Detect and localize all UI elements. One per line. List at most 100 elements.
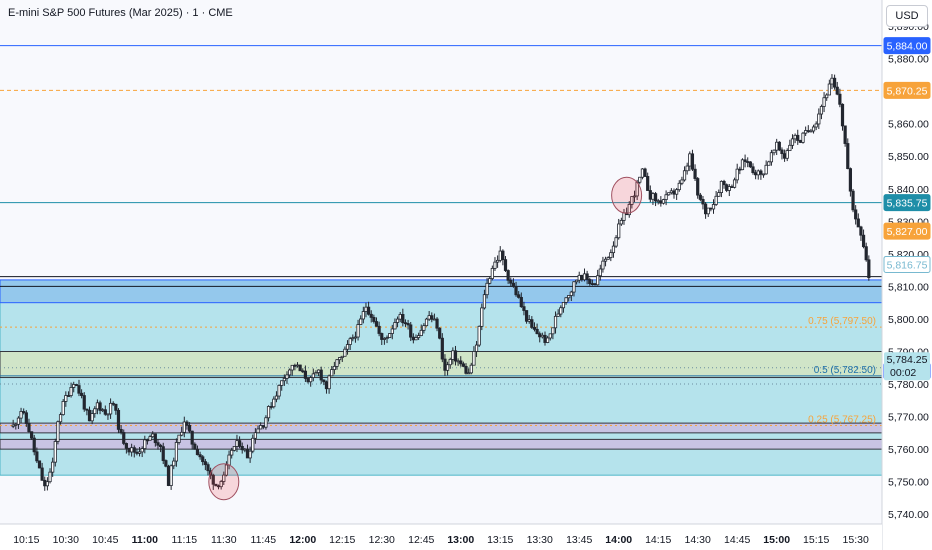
candle [735,163,739,184]
candle-body [601,260,605,270]
fib-label-1: 0.5 (5,782.50) [814,365,876,376]
price-tag-4 [883,255,931,273]
candle-body [348,338,352,345]
candle-body [514,285,518,296]
candle [280,380,284,391]
candle-body [140,448,144,453]
candle-body [830,77,834,85]
candle-body [195,448,200,456]
candle-body [833,77,837,88]
candle-body [364,306,368,312]
candle [177,434,181,445]
candle [327,374,331,394]
candle-body [366,306,371,315]
candle-body [409,324,413,338]
y-tick-label: 5,750.00 [888,477,929,489]
candle-body [111,402,115,405]
candle [332,361,336,375]
candle-body [361,311,365,320]
candle-body [535,328,539,335]
currency-button[interactable]: USD [886,5,928,27]
candle [488,276,492,285]
candle-body [164,460,168,467]
candle [190,430,194,450]
candle [822,92,826,113]
candle-body [203,461,207,466]
candle-body [582,273,587,281]
candle-body [524,310,529,322]
candle [56,420,60,445]
candle-body [569,291,573,296]
candle-body [493,261,497,269]
x-tick-label: 13:00 [447,534,474,546]
candle-body [564,297,568,303]
candle-body [314,372,318,375]
candle [161,442,165,465]
candle [240,442,244,454]
candle [772,149,776,156]
candle-body [511,282,516,287]
candle-body [32,437,36,453]
candle-body [108,402,113,415]
candle-body [851,190,855,211]
candle-body [327,375,331,390]
candle-body [498,250,502,261]
candle [661,198,666,205]
candle [572,281,576,297]
y-tick-label: 5,780.00 [888,379,929,391]
candle [377,321,381,337]
candle [740,158,745,171]
candle-body [561,302,566,309]
candle [788,139,792,152]
candle [627,201,631,218]
candle [814,121,818,131]
candle [116,408,121,434]
candle [748,161,752,169]
candle-body [93,408,97,415]
candle-body [51,461,55,473]
candle [801,131,805,144]
candle-body [490,267,494,279]
candle [477,325,481,347]
candle [524,310,529,324]
candle-body [14,423,18,426]
candle [598,264,602,281]
x-tick-label: 15:15 [803,534,829,546]
candle [274,391,279,403]
candle [440,333,444,363]
fib-label-0: 0.75 (5,797.50) [808,316,876,327]
candle [85,408,89,416]
candle-body [119,429,123,433]
candle [511,278,516,288]
candle [422,323,426,334]
candle-body [266,406,271,419]
candle-body [680,179,684,184]
candle-body [722,180,726,186]
candle-body [372,317,376,322]
candle-body [861,234,866,248]
candle [140,446,144,458]
candle-body [711,204,716,210]
candle-body [840,103,845,127]
candle-body [630,196,634,205]
candle-body [467,372,471,375]
candle [64,391,68,407]
y-tick-label: 5,740.00 [888,509,929,521]
candle-body [235,440,239,447]
candle [817,108,821,130]
price-tag-0 [883,37,931,55]
price-tag-3 [883,222,931,240]
candle-body [269,406,273,408]
candle-body [643,168,647,177]
candle-body [82,395,86,410]
candle [66,391,71,397]
candle-body [295,364,300,367]
candle-body [843,125,847,144]
candle-body [453,350,458,362]
candle [519,292,523,308]
candle [356,319,360,341]
candle [593,282,597,286]
candle-body [501,250,505,261]
candle-body [306,378,310,383]
